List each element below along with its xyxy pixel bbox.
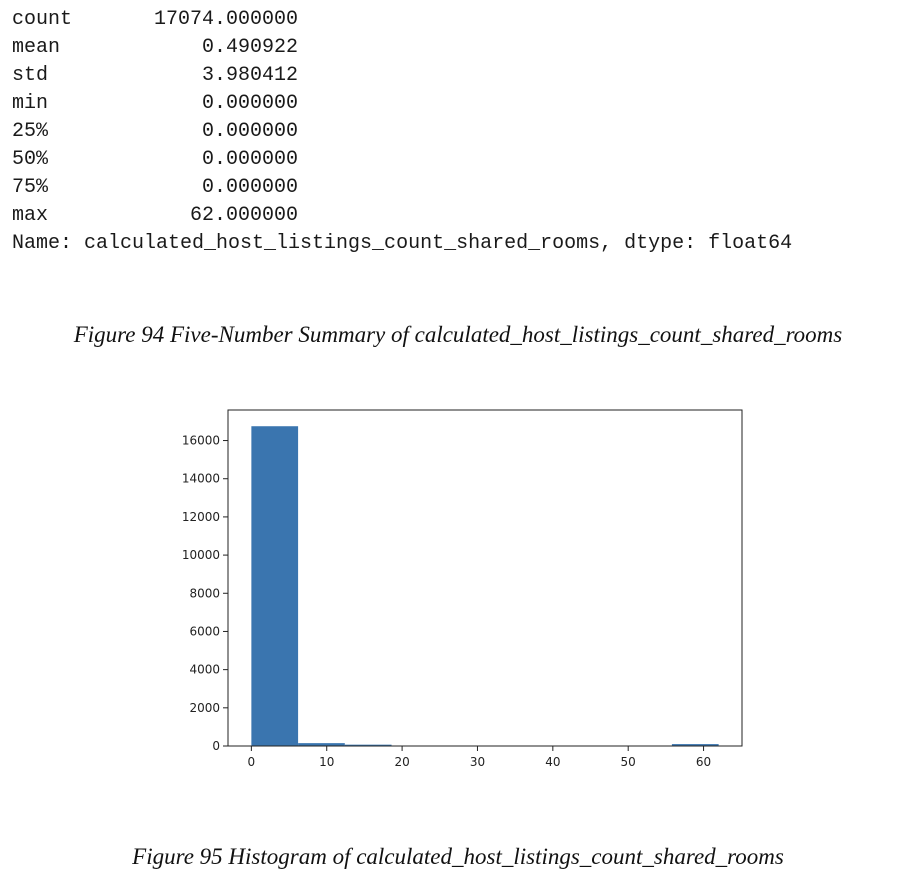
histogram-bar (671, 744, 719, 746)
summary-stat-name: max (12, 204, 49, 227)
plot-frame (227, 409, 743, 747)
summary-row: std 3.980412 (12, 62, 792, 90)
summary-row: min 0.000000 (12, 90, 792, 118)
summary-stat-value: 3.980412 (201, 64, 298, 87)
summary-stat-name: 25% (12, 120, 49, 143)
summary-stat-name: count (12, 8, 73, 31)
y-tick-label: 16000 (182, 434, 220, 448)
histogram-chart: 0 2000 4000 6000 8000 10000 12000 14000 16000 0 10… (182, 409, 743, 769)
x-tick-label: 10 (319, 755, 334, 769)
x-tick-label: 0 (248, 755, 256, 769)
y-tick-label: 0 (212, 739, 220, 753)
x-tick-label: 50 (621, 755, 636, 769)
y-tick-label: 6000 (189, 624, 220, 638)
y-tick-label: 14000 (182, 472, 220, 486)
summary-stat-value: 0.490922 (201, 36, 298, 59)
x-tick-label: 60 (696, 755, 711, 769)
y-tick-label: 10000 (182, 548, 220, 562)
summary-row: 50% 0.000000 (12, 146, 792, 174)
y-tick-label: 4000 (189, 663, 220, 677)
summary-stat-value: 0.000000 (201, 176, 298, 199)
summary-row: count 17074.000000 (12, 6, 792, 34)
x-tick-label: 30 (470, 755, 485, 769)
y-tick-label: 2000 (189, 701, 220, 715)
histogram-bar (298, 743, 345, 746)
summary-stat-name: 75% (12, 176, 49, 199)
summary-stat-name: 50% (12, 148, 49, 171)
histogram-bar (251, 426, 299, 746)
summary-stat-value: 0.000000 (201, 92, 298, 115)
summary-stat-name: mean (12, 36, 61, 59)
summary-row: max 62.000000 (12, 202, 792, 230)
histogram-bar (344, 744, 392, 746)
summary-row: mean 0.490922 (12, 34, 792, 62)
figure-95-caption: Figure 95 Histogram of calculated_host_l… (132, 844, 784, 869)
summary-row: 75% 0.000000 (12, 174, 792, 202)
summary-stat-value: 0.000000 (201, 148, 298, 171)
figure-94-caption: Figure 94 Five-Number Summary of calcula… (73, 322, 843, 347)
summary-stat-value: 17074.000000 (153, 8, 298, 31)
summary-stat-value: 62.000000 (189, 204, 298, 227)
series-name-footer: Name: calculated_host_listings_count_sha… (12, 232, 793, 255)
summary-stat-name: min (12, 92, 49, 115)
summary-row: 25% 0.000000 (12, 118, 792, 146)
five-number-summary: count 17074.000000 mean 0.490922 std 3.980412… (12, 6, 792, 258)
x-tick-label: 20 (394, 755, 409, 769)
y-tick-label: 8000 (189, 586, 220, 600)
summary-stat-name: std (12, 64, 49, 87)
x-tick-label: 40 (545, 755, 560, 769)
summary-stat-value: 0.000000 (201, 120, 298, 143)
y-tick-label: 12000 (182, 510, 220, 524)
